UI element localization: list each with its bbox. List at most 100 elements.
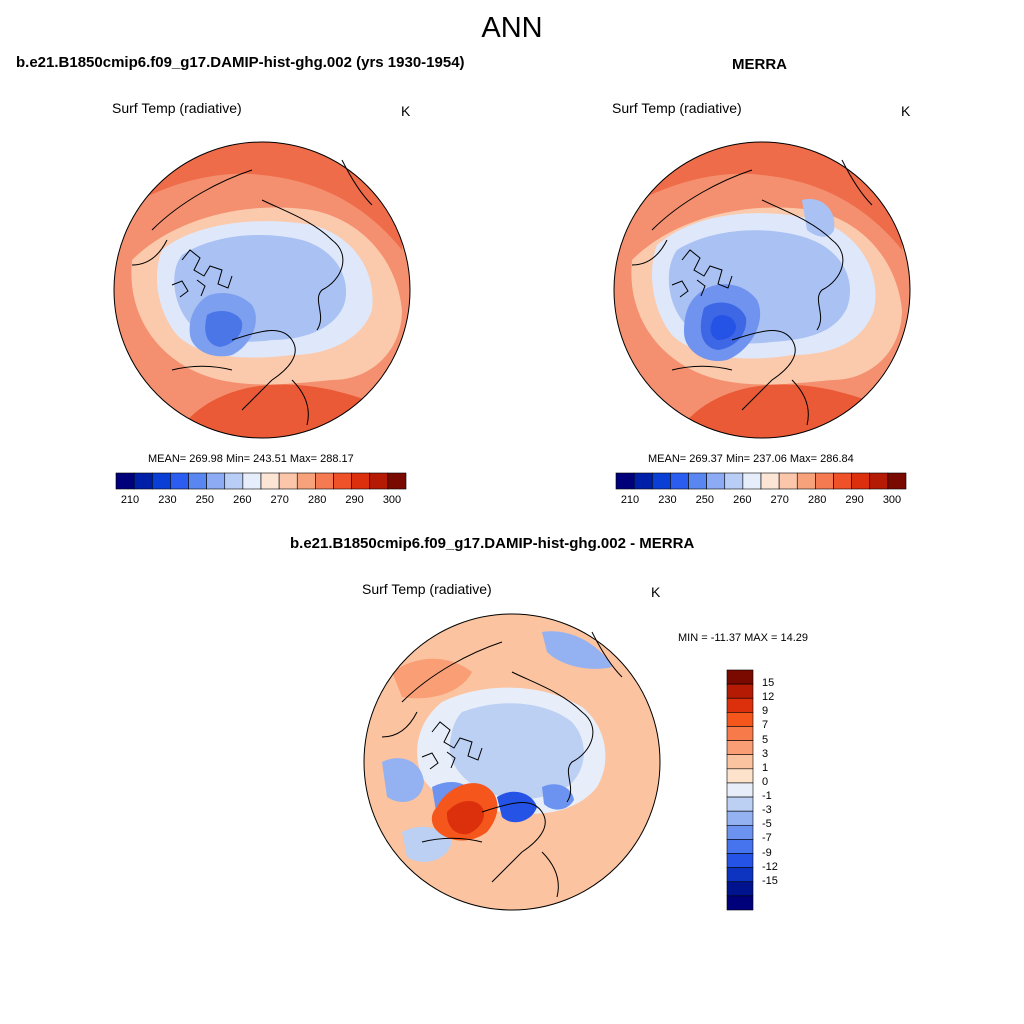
panel-1-colorbar-swatch-15 <box>387 472 407 490</box>
panel-2-polar-map <box>613 141 911 439</box>
panel-1-colorbar-tick-label: 290 <box>345 494 364 506</box>
panel-2-colorbar-tick-label: 210 <box>620 494 640 506</box>
panel-1-colorbar-swatch-3 <box>170 472 189 490</box>
panel-3-stats: MIN = -11.37 MAX = 14.29 <box>678 632 809 644</box>
panel-3-title: b.e21.B1850cmip6.f09_g17.DAMIP-hist-ghg.… <box>290 535 695 552</box>
panel-2-colorbar-swatch-0 <box>615 472 635 490</box>
panel-1-colorbar-swatch-1 <box>133 472 153 490</box>
panel-2-colorbar-labels: 210 230 250 260 270 280 290 300 <box>616 494 906 508</box>
panel-2-colorbar-swatch-5 <box>706 472 726 490</box>
panel-1-colorbar-tick-label: 280 <box>307 494 327 506</box>
panel-2-colorbar-tick-label: 300 <box>882 494 902 506</box>
panel-2-colorbar-swatch-11 <box>815 472 834 490</box>
panel-1-stats: MEAN= 269.98 Min= 243.51 Max= 288.17 <box>148 453 354 465</box>
panel-1-colorbar-swatch-13 <box>351 472 371 490</box>
panel-1-units-label: K <box>401 103 411 119</box>
diff-colorbar-swatch-14 <box>726 867 754 883</box>
panel-1-colorbar-swatch-2 <box>151 472 171 490</box>
panel-2-colorbar-swatch-3 <box>670 472 689 490</box>
panel-2-colorbar-tick-label: 230 <box>658 494 677 506</box>
panel-1-colorbar-swatch-10 <box>296 472 316 490</box>
panel-3-variable-label: Surf Temp (radiative) <box>362 581 492 597</box>
panel-2-colorbar-swatch-15 <box>887 472 907 490</box>
panel-1-title: b.e21.B1850cmip6.f09_g17.DAMIP-hist-ghg.… <box>16 54 465 71</box>
panel-3-coastlines <box>381 631 623 898</box>
diff-colorbar <box>726 669 754 911</box>
diff-colorbar-swatch-9 <box>726 796 754 812</box>
panel-1-colorbar-tick-label: 270 <box>270 494 289 506</box>
panel-1-colorbar-swatch-11 <box>315 472 334 490</box>
diff-colorbar-swatch-0 <box>726 669 754 685</box>
diff-colorbar-tick-label: 5 <box>762 733 769 746</box>
page-title: ANN <box>481 12 543 44</box>
diff-colorbar-swatch-11 <box>726 824 754 840</box>
diff-colorbar-swatch-1 <box>726 683 754 699</box>
diff-colorbar-tick-label: 9 <box>762 705 769 718</box>
panel-1-variable-label: Surf Temp (radiative) <box>112 100 242 116</box>
diff-colorbar-labels: 15 12 9 7 5 3 1 0 -1 -3 -5 -7 -9 -12 -15 <box>759 670 799 910</box>
diff-colorbar-swatch-7 <box>726 768 754 784</box>
panel-1-colorbar-swatch-8 <box>260 472 280 490</box>
panel-2-colorbar-swatch-8 <box>760 472 780 490</box>
panel-1-colorbar-swatch-6 <box>224 472 244 490</box>
diff-colorbar-tick-label: 0 <box>762 775 769 788</box>
panel-2-colorbar-swatch-14 <box>869 472 889 490</box>
panel-3-polar-map <box>363 613 661 911</box>
panel-1-colorbar-tick-label: 260 <box>233 494 252 506</box>
panel-2-colorbar-swatch-10 <box>796 472 816 490</box>
panel-2-colorbar-swatch-9 <box>778 472 798 490</box>
diff-colorbar-tick-label: -7 <box>762 832 772 845</box>
diff-colorbar-swatch-4 <box>726 726 754 741</box>
panel-1-coastlines <box>131 159 373 426</box>
panel-1-colorbar-swatch-14 <box>369 472 389 490</box>
diff-colorbar-tick-label: 12 <box>762 691 775 704</box>
panel-2-colorbar <box>615 472 907 490</box>
diff-colorbar-swatch-6 <box>726 754 754 770</box>
panel-2-colorbar-tick-label: 250 <box>695 494 715 506</box>
panel-2-colorbar-swatch-7 <box>742 472 762 490</box>
panel-2-units-label: K <box>901 103 911 119</box>
diff-colorbar-swatch-15 <box>726 881 754 897</box>
diff-colorbar-tick-label: -15 <box>762 874 778 887</box>
diff-colorbar-swatch-10 <box>726 810 754 826</box>
panel-1-colorbar-swatch-7 <box>242 472 262 490</box>
panel-1-polar-map <box>113 141 411 439</box>
diff-colorbar-tick-label: 1 <box>762 761 769 774</box>
panel-2-colorbar-tick-label: 270 <box>770 494 789 506</box>
panel-1-colorbar-swatch-9 <box>278 472 298 490</box>
panel-1-colorbar <box>115 472 407 490</box>
panel-1-colorbar-tick-label: 250 <box>195 494 215 506</box>
panel-2-colorbar-swatch-12 <box>833 472 852 490</box>
panel-2-colorbar-tick-label: 260 <box>733 494 752 506</box>
diff-colorbar-swatch-5 <box>726 740 754 756</box>
panel-2-colorbar-swatch-13 <box>851 472 871 490</box>
panel-3-units-label: K <box>651 584 661 600</box>
panel-1-colorbar-swatch-5 <box>206 472 226 490</box>
panel-2-colorbar-swatch-6 <box>724 472 744 490</box>
diff-colorbar-tick-label: 15 <box>762 677 775 690</box>
panel-2-coastlines <box>631 159 873 426</box>
diff-colorbar-swatch-3 <box>726 712 754 727</box>
panel-1-colorbar-swatch-12 <box>333 472 352 490</box>
panel-2-colorbar-swatch-1 <box>633 472 653 490</box>
panel-2-colorbar-tick-label: 280 <box>807 494 827 506</box>
diff-colorbar-tick-label: -3 <box>762 804 772 817</box>
diff-colorbar-tick-label: 7 <box>762 719 769 732</box>
panel-2-colorbar-swatch-4 <box>688 472 707 490</box>
panel-2-title: MERRA <box>732 56 787 73</box>
panel-1-colorbar-swatch-0 <box>115 472 135 490</box>
diff-colorbar-swatch-16 <box>726 895 754 911</box>
panel-1-colorbar-tick-label: 300 <box>382 494 402 506</box>
panel-1-colorbar-swatch-4 <box>188 472 207 490</box>
diff-colorbar-swatch-12 <box>726 839 754 854</box>
panel-2-stats: MEAN= 269.37 Min= 237.06 Max= 286.84 <box>648 453 854 465</box>
diff-colorbar-swatch-13 <box>726 853 754 868</box>
panel-2-colorbar-swatch-2 <box>651 472 671 490</box>
diff-colorbar-swatch-2 <box>726 697 754 713</box>
panel-1-colorbar-tick-label: 230 <box>158 494 177 506</box>
diff-colorbar-tick-label: 3 <box>762 747 769 760</box>
panel-2-colorbar-tick-label: 290 <box>845 494 864 506</box>
diff-colorbar-tick-label: -12 <box>762 860 778 873</box>
diff-colorbar-swatch-8 <box>726 782 754 798</box>
diff-colorbar-tick-label: -5 <box>762 818 772 831</box>
